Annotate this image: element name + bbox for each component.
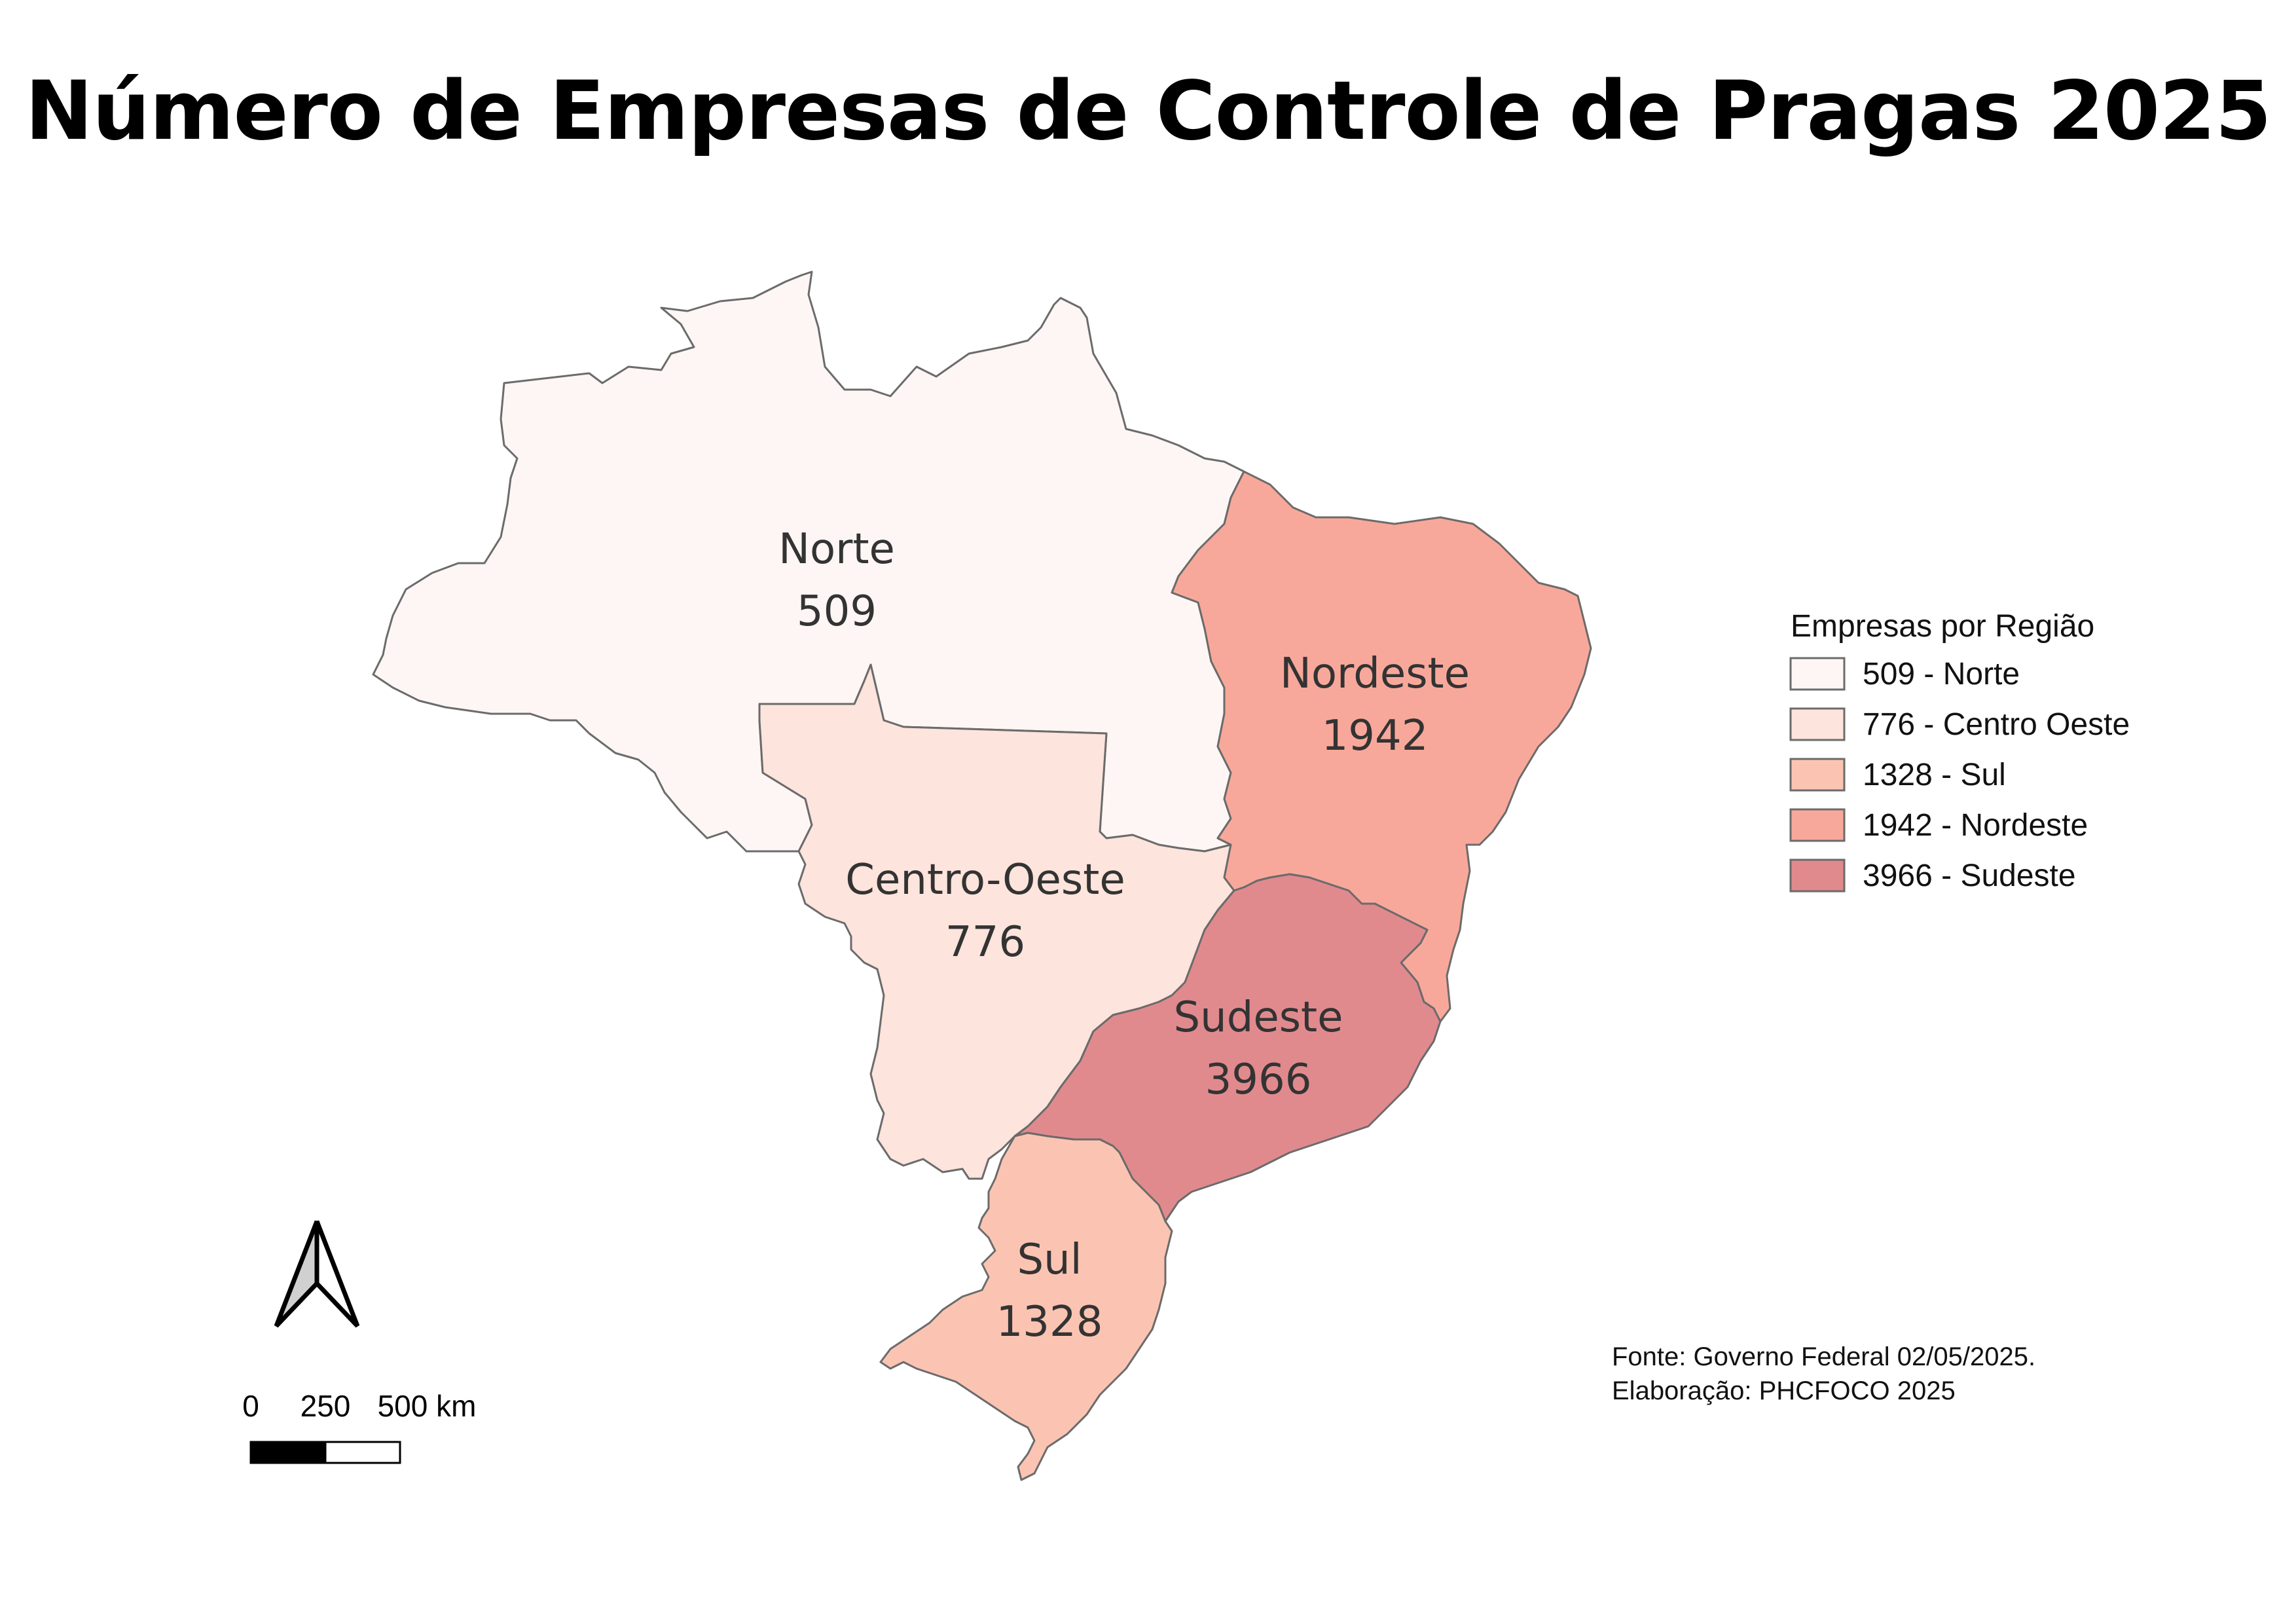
scale-segment-black (249, 1441, 327, 1464)
label-centro-oeste-name: Centro-Oeste (845, 856, 1125, 904)
scale-label-0: 0 (242, 1389, 259, 1423)
label-centro-oeste-value: 776 (945, 918, 1025, 967)
label-norte-value: 509 (797, 587, 877, 636)
legend-label: 776 - Centro Oeste (1863, 707, 2130, 742)
legend-swatch (1789, 808, 1846, 842)
scale-bar: 0 250 500 km (242, 1389, 477, 1464)
legend-swatch (1789, 707, 1846, 741)
label-sudeste-value: 3966 (1205, 1056, 1312, 1104)
region-sudeste[interactable] (1013, 873, 1442, 1223)
source-line-1: Fonte: Governo Federal 02/05/2025. (1612, 1342, 2035, 1371)
legend-item: 1328 - Sul (1789, 758, 2006, 792)
legend: Empresas por Região 509 - Norte 776 - Ce… (1789, 609, 2130, 893)
region-centro-oeste[interactable] (758, 663, 1235, 1180)
regions-layer (372, 270, 1592, 1481)
label-nordeste-name: Nordeste (1280, 650, 1470, 698)
north-arrow-icon (274, 1220, 360, 1328)
source-line-2: Elaboração: PHCFOCO 2025 (1612, 1376, 1956, 1405)
label-norte-name: Norte (778, 525, 895, 574)
legend-item: 776 - Centro Oeste (1789, 707, 2130, 742)
legend-item: 3966 - Sudeste (1789, 858, 2076, 893)
legend-swatch (1789, 758, 1846, 792)
legend-label: 509 - Norte (1863, 657, 2020, 692)
legend-label: 3966 - Sudeste (1863, 858, 2076, 893)
legend-swatch (1789, 657, 1846, 691)
source-note: Fonte: Governo Federal 02/05/2025. Elabo… (1612, 1342, 2035, 1405)
legend-item: 509 - Norte (1789, 657, 2020, 692)
legend-label: 1328 - Sul (1863, 758, 2006, 792)
label-nordeste-value: 1942 (1322, 712, 1429, 760)
label-sul-value: 1328 (996, 1298, 1103, 1346)
legend-swatch (1789, 858, 1846, 893)
region-sul[interactable] (879, 1132, 1173, 1481)
label-sudeste-name: Sudeste (1174, 993, 1343, 1042)
legend-label: 1942 - Nordeste (1863, 808, 2088, 843)
map-title: Número de Empresas de Controle de Pragas… (25, 64, 2271, 158)
legend-item: 1942 - Nordeste (1789, 808, 2088, 843)
scale-label-250: 250 (301, 1389, 351, 1423)
scale-label-500: 500 km (378, 1389, 477, 1423)
region-labels: Norte 509 Centro-Oeste 776 Sul 1328 Nord… (778, 525, 1470, 1346)
legend-title: Empresas por Região (1791, 609, 2094, 644)
scale-segment-white (324, 1441, 401, 1464)
label-sul-name: Sul (1017, 1236, 1082, 1284)
